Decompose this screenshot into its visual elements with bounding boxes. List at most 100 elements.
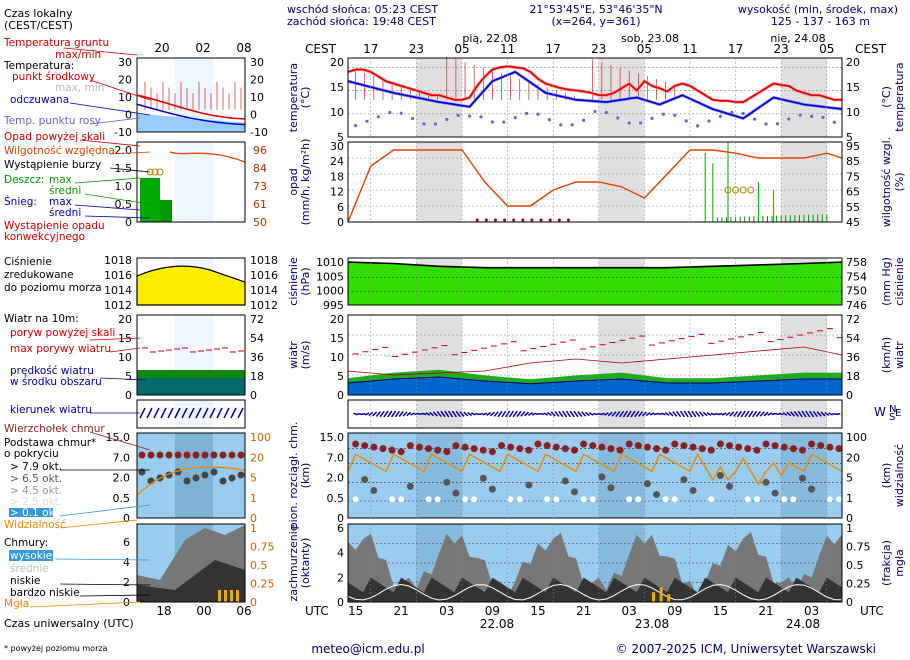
label-line: 0: [846, 596, 853, 609]
label-line: wschód słońca: 05:23 CEST: [287, 3, 438, 16]
legend-tick: 2: [123, 576, 130, 589]
y-tick-right: 36: [846, 351, 860, 364]
label-line: © 2007-2025 ICM, Uniwersytet Warszawski: [616, 642, 876, 656]
wind-direction-mark: [622, 410, 629, 418]
label-line: Temperatura gruntu: [3, 37, 109, 49]
label-line: 5: [337, 370, 344, 383]
label-line: 05: [454, 42, 469, 56]
label-line: 65: [846, 186, 860, 199]
utc-hour-label: 09: [485, 604, 500, 618]
wind-direction-mark: [836, 412, 841, 416]
y-tick-right: 1: [846, 492, 853, 505]
label-line: 1.5: [115, 162, 133, 175]
legend-tick: 30: [250, 56, 264, 69]
cloud-top-dot: [552, 443, 560, 451]
label-line: 15: [348, 604, 363, 618]
cloud-top-dot: [425, 445, 433, 453]
dew-point-dot: [547, 118, 552, 122]
label-line: pion. rozciągł. chm.: [287, 422, 300, 530]
label-line: 95: [846, 140, 860, 153]
y-axis-label: (mm/h, kg/m²h): [299, 139, 312, 226]
y-tick-left: 995: [323, 299, 344, 312]
night-band: [598, 142, 645, 222]
y-axis-label-right: wiatr: [893, 341, 906, 369]
cloud-top-dot: [771, 442, 779, 450]
cloud-base-dot: [544, 496, 551, 503]
cloud-top-dot: [716, 440, 724, 448]
compass-e: E: [895, 408, 901, 419]
cloud-top-dot: [698, 445, 706, 453]
cloud-top-dot: [826, 443, 834, 451]
label-line: > 4.5 okt.: [10, 485, 62, 497]
wind-direction-mark: [451, 410, 458, 418]
label-line: 0.25: [846, 578, 871, 591]
label-line: 1: [846, 492, 853, 505]
label-line: (CEST/CEST): [4, 19, 73, 32]
cloud-base-dot: [835, 496, 842, 503]
legend-storm: [156, 168, 164, 176]
label-line: Temp. punktu rosy: [3, 115, 101, 127]
label-line: 1: [250, 492, 257, 505]
wind-direction-mark: [425, 412, 431, 416]
legend-tick: 1012: [104, 299, 132, 312]
y-axis-label-right: mgła: [893, 549, 906, 577]
y-axis-label: (km): [299, 463, 312, 489]
legend-dir-mark: [167, 407, 174, 419]
legend-connector: [59, 504, 151, 517]
wind-direction-mark: [736, 410, 743, 418]
legend-fog: [230, 590, 233, 602]
wind-direction-mark: [440, 410, 446, 418]
dew-point-dot: [832, 120, 837, 124]
label-line: sob, 23.08: [621, 32, 679, 45]
label-line: 17: [546, 42, 561, 56]
label-line: 0: [125, 389, 132, 402]
convective-dot: [548, 218, 552, 222]
legend-top-dot: [237, 451, 245, 459]
convective-dot: [503, 218, 507, 222]
label-line: 30: [330, 140, 344, 153]
hour-label: 17: [546, 42, 561, 56]
storm-marker: [724, 186, 732, 194]
utc-right: UTC: [860, 604, 884, 618]
legend-connector: [89, 337, 141, 341]
legend-dir-mark: [146, 407, 153, 419]
label-line: punkt środkowy: [12, 71, 95, 83]
wind-direction-mark: [467, 411, 473, 417]
label-line: 1012: [250, 299, 278, 312]
label-line: 0.5: [250, 559, 268, 572]
legend-tick: 1016: [250, 269, 278, 282]
y-tick-left: 6: [337, 522, 344, 535]
label-line: 20: [118, 74, 132, 87]
cloud-base-dot: [790, 496, 797, 503]
legend-top-dot: [192, 451, 200, 459]
label-line: 85: [846, 155, 860, 168]
legend-hour: 08: [236, 41, 251, 55]
legend-connector: [89, 431, 151, 451]
cloud-base-dot: [479, 474, 487, 482]
legend-pressure: Ciśnienie zredukowane do poziomu morza: [4, 256, 102, 294]
label-line: 61: [253, 198, 267, 211]
wind-direction-mark: [740, 410, 746, 418]
legend-tick: 1014: [250, 284, 278, 297]
label-line: 23: [409, 42, 424, 56]
utc-hour-label: 15: [713, 604, 728, 618]
label-line: 54: [250, 332, 264, 345]
legend-humidity-label: Wilgotność względna: [4, 145, 115, 157]
convective-dot: [475, 218, 479, 222]
label-line: temperatura: [287, 63, 300, 132]
cloud-top-dot: [835, 445, 843, 453]
dew-point-dot: [354, 124, 358, 128]
dew-point-dot: [468, 114, 472, 118]
label-line: Temperatura:: [3, 60, 74, 72]
tz-right: CEST: [855, 42, 887, 56]
y-axis-label: temperatura: [287, 63, 300, 132]
label-line: 21: [576, 604, 591, 618]
label-line: max, min: [55, 82, 104, 94]
label-line: (oktanty): [299, 538, 312, 589]
wind-direction-mark: [584, 411, 590, 417]
legend-tick: 0: [125, 216, 132, 229]
wind-direction-mark: [573, 410, 579, 418]
label-line: 00: [196, 604, 211, 618]
label-line: 24.08: [786, 617, 820, 631]
